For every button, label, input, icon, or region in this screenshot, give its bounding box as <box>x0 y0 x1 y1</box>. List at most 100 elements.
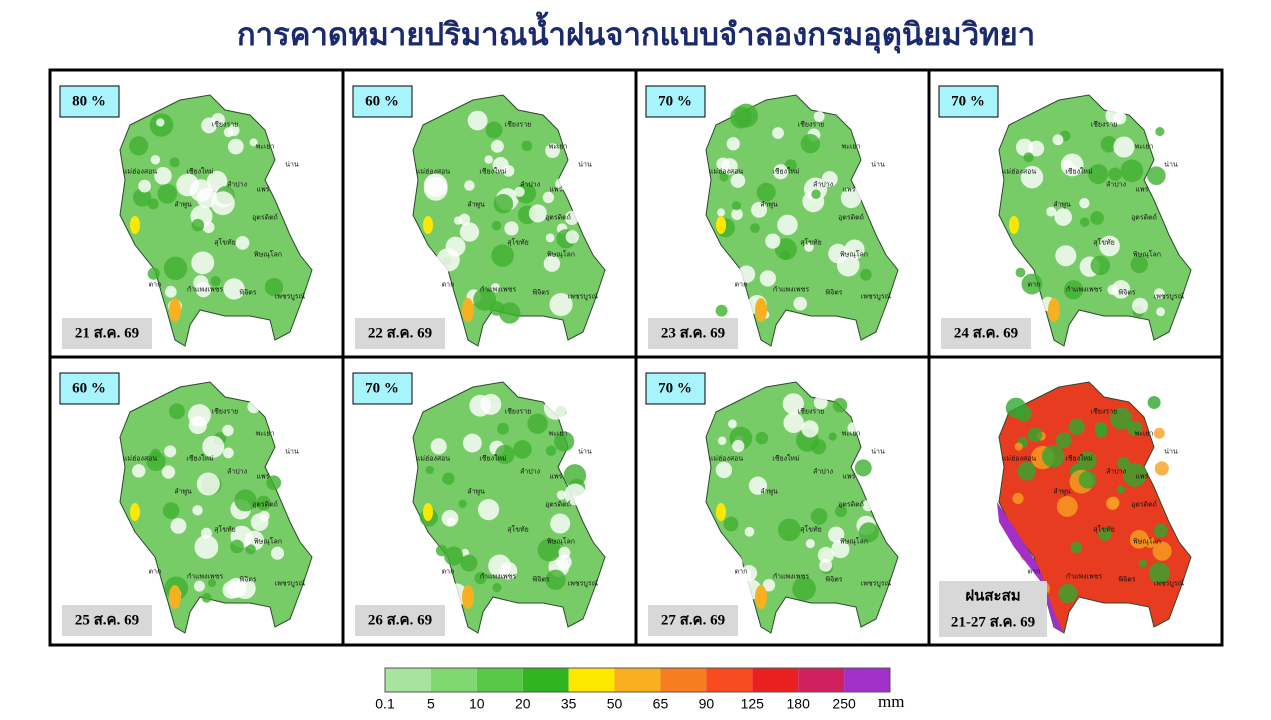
chance-label: 80 % <box>72 93 106 109</box>
rain-cell <box>780 250 790 260</box>
rain-cell <box>210 191 235 216</box>
rain-cell <box>201 592 212 603</box>
chance-box <box>938 85 999 118</box>
province-label: น่าน <box>871 448 885 456</box>
province-label: ลำปาง <box>1106 181 1126 189</box>
rain-cell <box>1098 527 1112 541</box>
province-label: ตาก <box>735 568 748 576</box>
rain-cell <box>194 535 219 559</box>
rain-cell <box>162 502 180 520</box>
province-label: เชียงใหม่ <box>186 454 213 463</box>
rain-cell <box>783 412 804 434</box>
province-label: ลำพูน <box>467 201 485 209</box>
rain-cell <box>195 281 212 298</box>
legend-frame <box>384 667 891 693</box>
rain-cell <box>1153 288 1165 300</box>
rain-cell <box>537 538 562 562</box>
date-box <box>648 605 738 636</box>
rain-cell <box>430 438 447 455</box>
rain-cell <box>773 164 789 180</box>
rain-cell <box>844 239 865 260</box>
rain-cell <box>423 503 433 521</box>
rain-cell <box>813 395 828 410</box>
chance-label: 60 % <box>365 93 399 109</box>
rain-cell <box>1100 136 1118 153</box>
rain-cell <box>800 134 821 154</box>
rain-cell <box>1153 523 1168 538</box>
rain-cell <box>277 433 286 442</box>
rain-cell <box>1127 420 1143 436</box>
province-label: พะเยา <box>1135 430 1154 438</box>
rain-cell <box>235 235 250 250</box>
rain-cell <box>832 397 848 413</box>
rain-cell <box>1079 217 1090 227</box>
rain-cell <box>862 499 874 512</box>
rain-cell <box>462 433 482 453</box>
province-label: อุตรดิตถ์ <box>252 501 278 509</box>
rain-cell <box>792 576 816 601</box>
rain-cell <box>723 516 739 532</box>
rain-cell <box>247 400 261 414</box>
date-box <box>939 581 1047 637</box>
rain-cell <box>193 580 205 592</box>
rain-cell <box>146 451 166 472</box>
province-label: เชียงใหม่ <box>186 167 213 176</box>
rain-cell <box>521 140 533 152</box>
rain-cell <box>997 502 1064 633</box>
province-label: เชียงราย <box>1091 121 1117 129</box>
province-label: เชียงราย <box>212 121 238 129</box>
rain-cell <box>554 431 575 452</box>
province-label: น่าน <box>578 161 592 169</box>
rain-cell <box>1107 284 1118 295</box>
rain-cell <box>234 577 256 600</box>
rain-cell <box>828 526 845 543</box>
rain-cell <box>191 251 215 275</box>
rain-cell <box>1015 267 1026 278</box>
date-label: 21 ส.ค. 69 <box>75 325 139 341</box>
rain-cell <box>1107 496 1120 509</box>
province-label: กำแพงเพชร <box>187 286 223 294</box>
rain-cell <box>1111 280 1131 299</box>
rain-cell <box>831 540 850 559</box>
rain-cell <box>1014 442 1023 451</box>
legend-swatch <box>430 668 477 692</box>
rain-cell <box>462 585 474 609</box>
rain-cell <box>164 285 177 298</box>
rain-cell <box>737 265 756 283</box>
rain-cell <box>1152 541 1172 561</box>
rain-cell <box>726 137 740 151</box>
rain-cell <box>458 213 471 226</box>
rain-cell <box>477 498 500 521</box>
province-label: แพร่ <box>550 186 563 194</box>
rain-cell <box>490 139 504 153</box>
province-label: เพชรบูรณ์ <box>568 293 599 301</box>
rain-cell <box>491 244 514 267</box>
chance-box <box>59 372 120 405</box>
rain-cell <box>1155 127 1165 137</box>
rain-cell <box>150 155 161 165</box>
rain-cell <box>207 578 217 588</box>
province-label: สุโขทัย <box>1093 238 1115 247</box>
rain-cell <box>462 298 474 322</box>
legend-tick-label: 20 <box>515 696 531 712</box>
province-label: สุโขทัย <box>1093 525 1115 534</box>
rain-cell <box>154 167 172 185</box>
province-label: อุตรดิตถ์ <box>838 214 864 222</box>
rain-cell <box>191 218 205 232</box>
rain-cell <box>550 513 571 534</box>
province-label: เชียงใหม่ <box>479 454 506 463</box>
rain-cell <box>732 439 745 453</box>
legend-tick-label: 90 <box>699 696 715 712</box>
rain-cell <box>1151 106 1170 126</box>
province-label: น่าน <box>578 448 592 456</box>
legend-swatch <box>614 668 661 692</box>
province-label: สุโขทัย <box>214 525 236 534</box>
map-region <box>119 94 313 347</box>
rain-cell <box>163 256 188 281</box>
rain-cell <box>460 554 478 572</box>
rain-cell <box>730 173 746 188</box>
rain-cell <box>1052 134 1064 146</box>
province-label: แม่ฮ่องสอน <box>1002 168 1036 176</box>
